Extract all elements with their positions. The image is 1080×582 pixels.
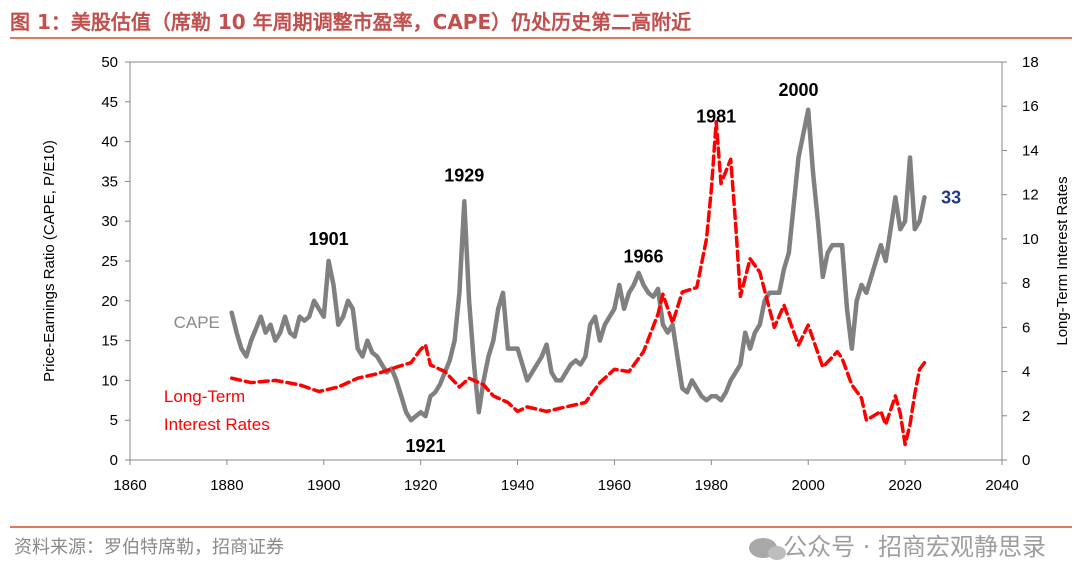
- annotation-label: 2000: [779, 80, 819, 100]
- plot-frame: [129, 61, 1003, 461]
- x-tick-label: 1880: [210, 477, 243, 494]
- x-tick-label: 2000: [792, 477, 825, 494]
- y-tick-label: 5: [110, 412, 118, 429]
- annotation-label: 1929: [444, 165, 484, 185]
- y2-tick-label: 18: [1022, 54, 1039, 71]
- figure-title: 图 1：美股估值（席勒 10 年周期调整市盈率，CAPE）仍处历史第二高附近: [10, 10, 692, 34]
- series-label: CAPE: [174, 313, 220, 332]
- y2-axis-label: Long-Term Interest Rates: [1054, 176, 1071, 345]
- x-tick-label: 1980: [695, 477, 728, 494]
- y2-tick-label: 8: [1022, 275, 1030, 292]
- chart: 1860 1880 1900 1920 1940 1960 1980 2000 2020 2040…: [41, 54, 1071, 494]
- y2-tick-label: 16: [1022, 98, 1039, 115]
- y-tick-label: 40: [101, 134, 118, 151]
- y2-tick-label: 12: [1022, 187, 1039, 204]
- x-tick-label: 2020: [888, 477, 921, 494]
- annotation-label: 1901: [309, 229, 349, 249]
- wechat-icon: [749, 538, 787, 560]
- interest-rate-line: [229, 119, 927, 447]
- y-tick-label: 25: [101, 253, 118, 270]
- y-tick-label: 20: [101, 293, 118, 310]
- annotation-label: 1921: [405, 436, 445, 456]
- watermark: 公众号 · 招商宏观静思录: [749, 527, 1046, 562]
- y-tick-label: 30: [101, 213, 118, 230]
- x-tick-label: 1960: [598, 477, 631, 494]
- series-label: Long-Term: [164, 387, 245, 406]
- series-label: Interest Rates: [164, 415, 270, 434]
- y-tick-label: 35: [101, 173, 118, 190]
- y-tick-label: 50: [101, 54, 118, 71]
- y2-tick-label: 0: [1022, 452, 1030, 469]
- annotation-label: 33: [941, 188, 961, 208]
- x-tick-label: 1920: [404, 477, 437, 494]
- y2-tick-label: 10: [1022, 231, 1039, 248]
- y-tick-label: 15: [101, 333, 118, 350]
- y2-tick-label: 4: [1022, 364, 1030, 381]
- y-tick-label: 0: [110, 452, 118, 469]
- x-tick-label: 1860: [113, 477, 146, 494]
- annotation-label: 1966: [623, 247, 663, 267]
- x-tick-label: 1900: [307, 477, 340, 494]
- footer-divider: [10, 526, 1072, 528]
- cape-line: [229, 107, 927, 423]
- x-tick-label: 1940: [501, 477, 534, 494]
- watermark-text: 公众号 · 招商宏观静思录: [783, 533, 1046, 561]
- y2-tick-label: 6: [1022, 319, 1030, 336]
- y-axis-label: Price-Earnings Ratio (CAPE, P/E10): [41, 140, 58, 382]
- x-tick-label: 2040: [985, 477, 1018, 494]
- annotation-label: 1981: [696, 106, 736, 126]
- source-note: 资料来源：罗伯特席勒，招商证券: [14, 537, 284, 558]
- y2-tick-label: 2: [1022, 408, 1030, 425]
- y2-tick-label: 14: [1022, 142, 1039, 159]
- y-tick-label: 10: [101, 372, 118, 389]
- y-tick-label: 45: [101, 94, 118, 111]
- title-divider: [10, 37, 1072, 39]
